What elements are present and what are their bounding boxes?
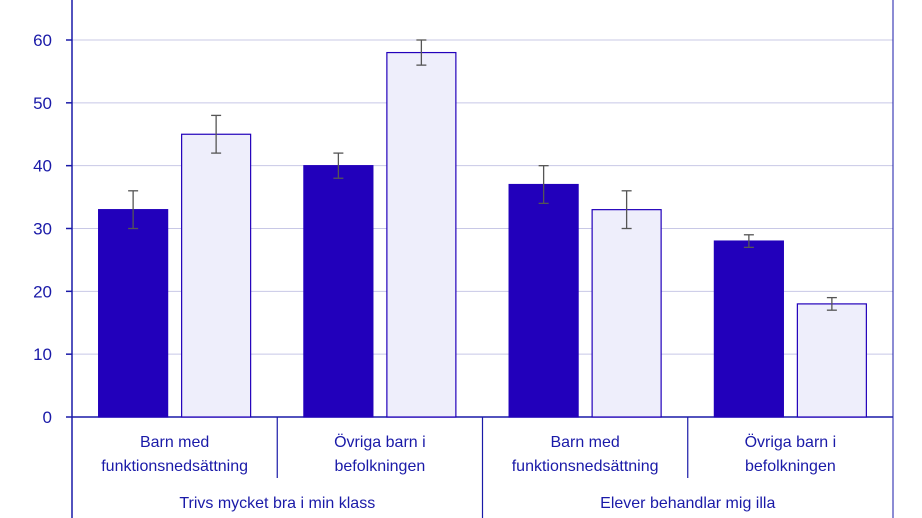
bar	[508, 183, 579, 418]
y-tick-label: 60	[33, 31, 52, 50]
y-tick-label: 10	[33, 345, 52, 364]
group-label: Elever behandlar mig illa	[600, 495, 775, 512]
bar	[713, 240, 784, 418]
bar	[386, 51, 457, 418]
group-label: Trivs mycket bra i min klass	[179, 495, 375, 512]
y-tick-label: 0	[43, 408, 52, 427]
category-label: funktionsnedsättning	[101, 458, 248, 475]
y-tick-label: 40	[33, 157, 52, 176]
category-label: befolkningen	[335, 458, 426, 475]
category-label: Barn med	[140, 434, 209, 451]
y-tick-label: 30	[33, 220, 52, 239]
category-label: Barn med	[550, 434, 619, 451]
bar	[181, 133, 252, 418]
bar	[98, 209, 169, 418]
category-label: befolkningen	[745, 458, 836, 475]
bar	[591, 209, 662, 418]
category-label: funktionsnedsättning	[512, 458, 659, 475]
bar	[796, 303, 867, 418]
bar	[303, 165, 374, 418]
category-label: Övriga barn i	[745, 433, 837, 451]
y-tick-label: 20	[33, 282, 52, 301]
y-tick-label: 50	[33, 94, 52, 113]
category-label: Övriga barn i	[334, 433, 426, 451]
